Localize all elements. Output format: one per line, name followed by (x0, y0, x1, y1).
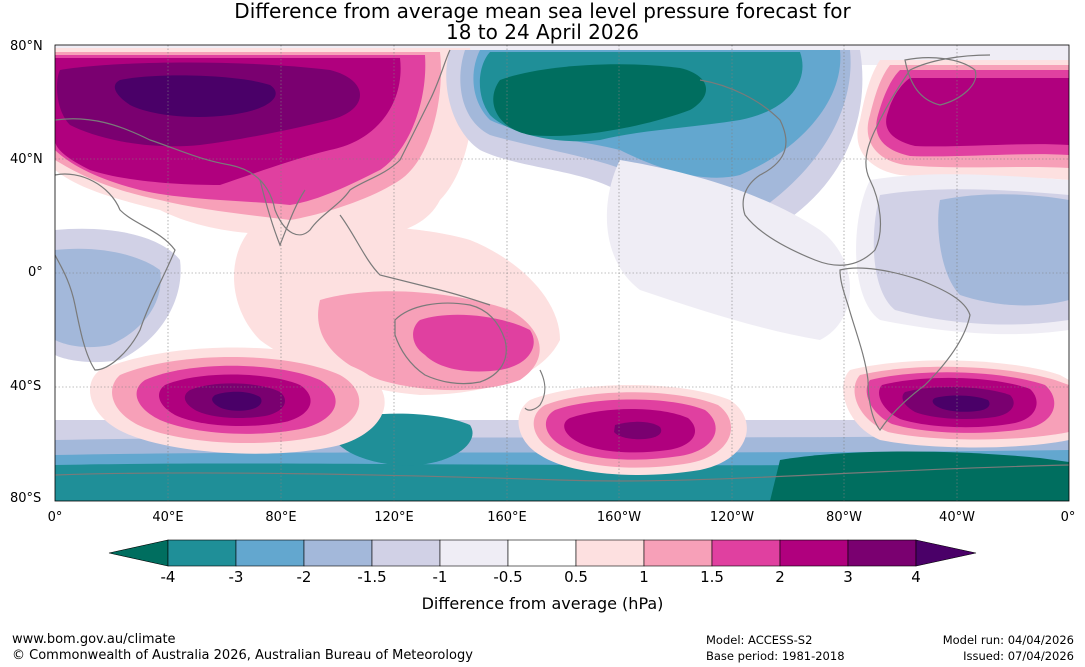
colorbar-upper-extend (915, 539, 977, 567)
colorbar-swatch-8 (643, 539, 713, 567)
satlantic-high-max (932, 395, 990, 412)
colorbar-tick: -2 (296, 568, 312, 586)
footer-issued: Issued: 07/04/2026 (963, 649, 1074, 663)
colorbar-tick: -1 (432, 568, 448, 586)
colorbar-swatch-1 (167, 539, 237, 567)
sindian-high-max (212, 391, 262, 411)
footer-website: www.bom.gov.au/climate (12, 632, 176, 647)
atlantic-negative-mid (938, 194, 1069, 306)
lat-label-40n: 40°N (10, 152, 43, 167)
colorbar-tick: -3 (228, 568, 244, 586)
lon-label-160e: 160°E (487, 510, 527, 525)
colorbar-label: Difference from average (hPa) (421, 594, 664, 613)
colorbar-swatch-4 (371, 539, 441, 567)
lon-label-80e: 80°E (265, 510, 297, 525)
colorbar-tick: 2 (775, 568, 785, 586)
colorbar-swatch-7 (575, 539, 645, 567)
colorbar-tick: 0.5 (564, 568, 588, 586)
colorbar-swatch-10 (779, 539, 849, 567)
colorbar-tick: 1 (639, 568, 649, 586)
spacific-high-max (614, 421, 662, 440)
lon-label-0-left: 0° (47, 510, 63, 525)
footer-copyright: © Commonwealth of Australia 2026, Austra… (12, 648, 473, 663)
colorbar-swatch-3 (303, 539, 373, 567)
colorbar-swatch-6 (507, 539, 577, 567)
colorbar-swatch-5 (439, 539, 509, 567)
lat-label-80s: 80°S (10, 491, 42, 506)
australia-positive-strong (413, 314, 534, 372)
antarctic-negative-core-west (770, 451, 1069, 501)
lat-label-40s: 40°S (10, 379, 42, 394)
map-frame (54, 44, 1070, 502)
colorbar-tick: 1.5 (700, 568, 724, 586)
colorbar-swatch-2 (235, 539, 305, 567)
lon-label-120w: 120°W (709, 510, 755, 525)
npacific-negative-core (493, 64, 707, 136)
colorbar-swatch-11 (847, 539, 917, 567)
lon-label-40e: 40°E (152, 510, 184, 525)
colorbar-tick: 3 (843, 568, 853, 586)
lat-label-80n: 80°N (10, 39, 43, 54)
colorbar (108, 539, 977, 567)
colorbar-tick: -0.5 (493, 568, 523, 586)
lon-label-120e: 120°E (374, 510, 414, 525)
africa-indian-negative-mid (55, 248, 161, 348)
footer-base-period: Base period: 1981-2018 (706, 649, 845, 663)
colorbar-lower-extend (108, 539, 169, 567)
chart-title-line1: Difference from average mean sea level p… (234, 0, 851, 23)
footer-model: Model: ACCESS-S2 (706, 633, 813, 647)
colorbar-tick: 4 (911, 568, 921, 586)
natlantic-positive-core (886, 78, 1069, 147)
lon-label-80w: 80°W (826, 510, 862, 525)
eurasia-positive-max (114, 75, 276, 117)
footer-model-run: Model run: 04/04/2026 (942, 633, 1074, 647)
colorbar-swatch-9 (711, 539, 781, 567)
lon-label-0-right: 0° (1060, 510, 1076, 525)
pressure-anomaly-map (55, 45, 1069, 501)
graticule (55, 45, 1069, 501)
coastlines (55, 49, 1069, 482)
colorbar-tick: -4 (160, 568, 176, 586)
lon-label-40w: 40°W (939, 510, 975, 525)
lat-label-0: 0° (28, 265, 43, 280)
chart-title-line2: 18 to 24 April 2026 (445, 20, 640, 44)
tropics-slight-negative (606, 160, 850, 340)
lon-label-160w: 160°W (596, 510, 642, 525)
colorbar-tick: -1.5 (357, 568, 387, 586)
